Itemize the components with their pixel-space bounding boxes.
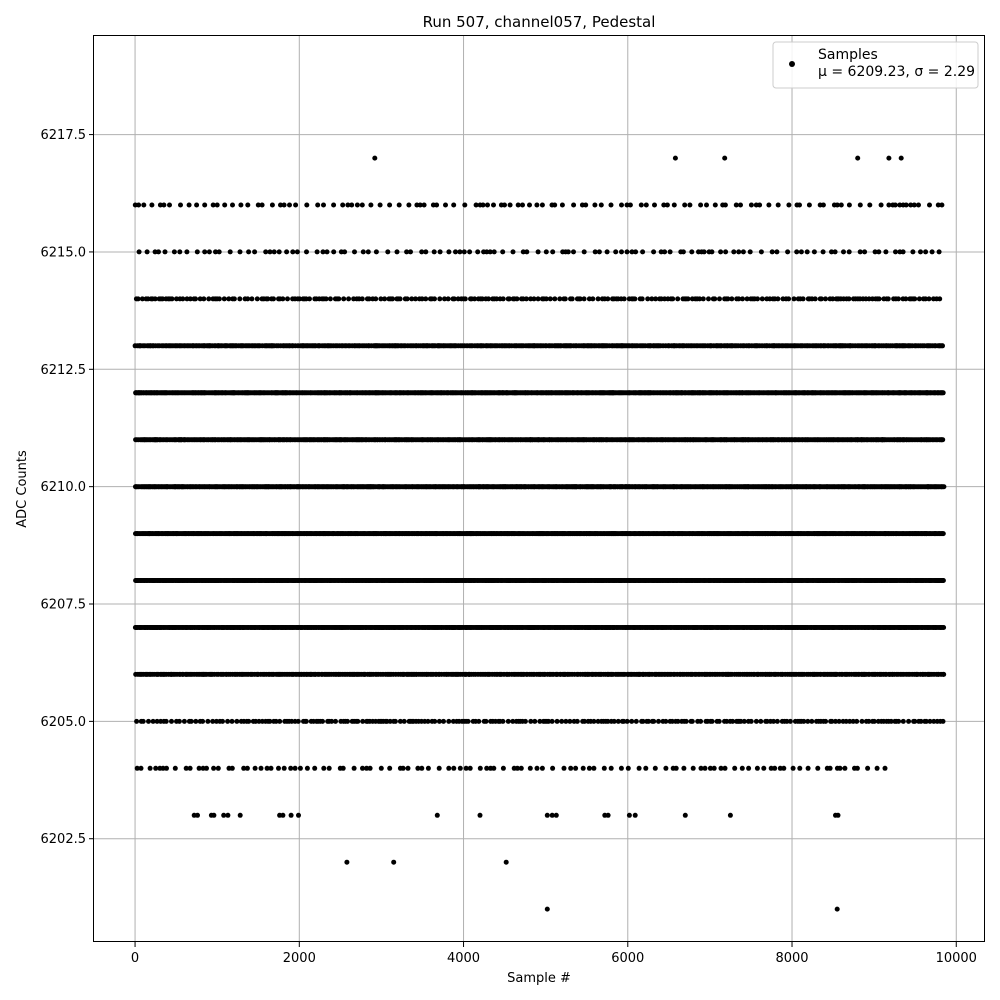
data-point <box>941 625 947 630</box>
data-point <box>941 484 947 490</box>
chart-title: Run 507, channel057, Pedestal <box>423 13 656 31</box>
data-point <box>940 578 946 583</box>
data-points <box>132 155 947 912</box>
data-point <box>940 437 946 443</box>
data-point <box>940 531 946 537</box>
